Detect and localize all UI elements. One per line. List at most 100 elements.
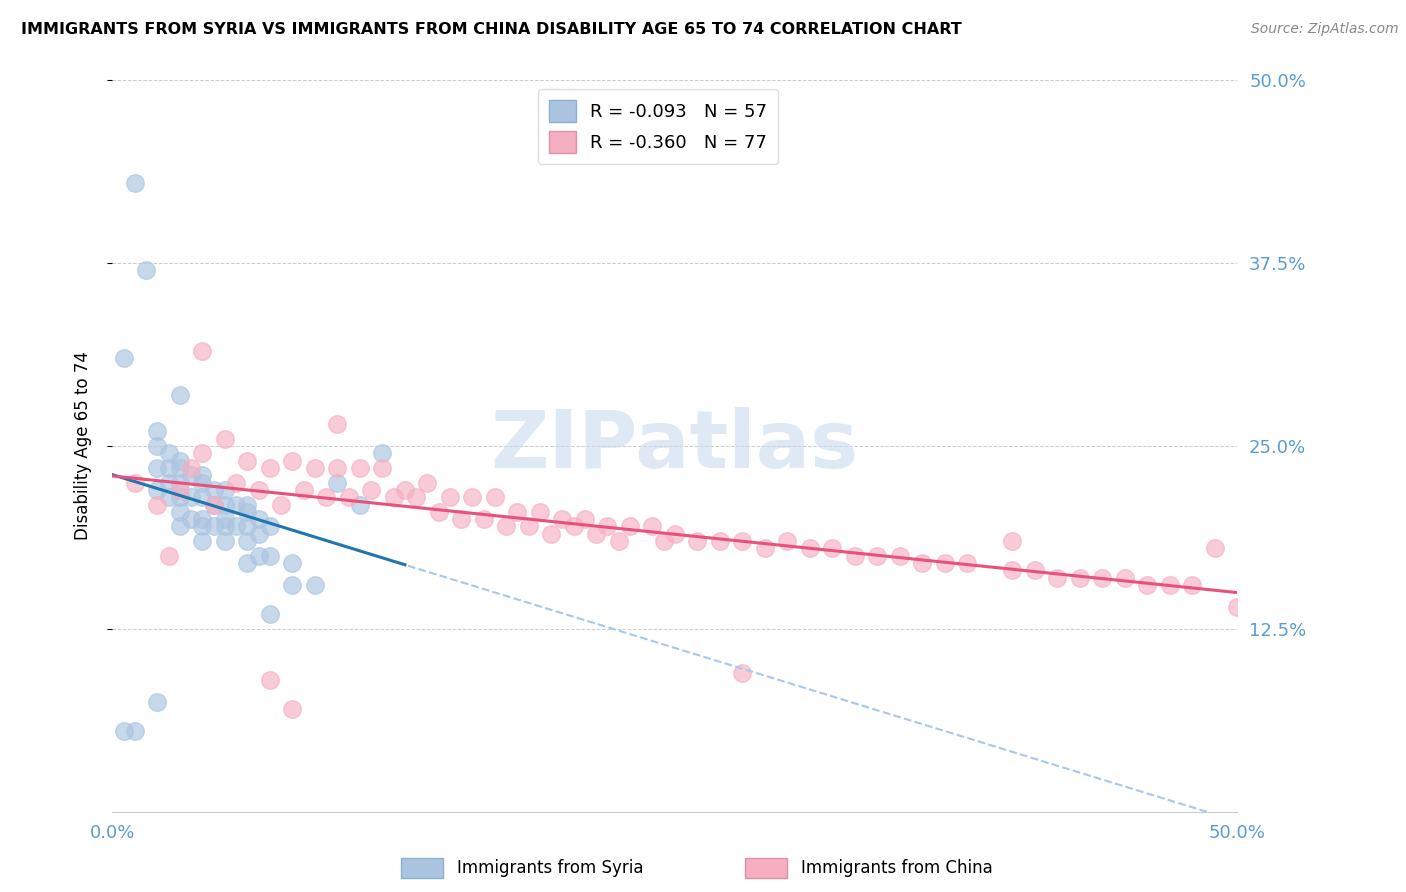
Point bbox=[371, 446, 394, 460]
Point bbox=[349, 498, 371, 512]
Point bbox=[664, 526, 686, 541]
Point bbox=[360, 483, 382, 497]
Point bbox=[281, 702, 304, 716]
Point bbox=[1114, 571, 1136, 585]
Point bbox=[484, 490, 506, 504]
Point bbox=[202, 483, 225, 497]
Point bbox=[157, 549, 180, 563]
Point bbox=[191, 490, 214, 504]
Text: Immigrants from Syria: Immigrants from Syria bbox=[457, 859, 644, 877]
Point bbox=[180, 468, 202, 483]
Point bbox=[371, 461, 394, 475]
Point bbox=[214, 519, 236, 533]
Point bbox=[169, 475, 191, 490]
Point bbox=[1181, 578, 1204, 592]
Point bbox=[596, 519, 619, 533]
Point bbox=[236, 519, 259, 533]
Point bbox=[202, 519, 225, 533]
Text: Immigrants from China: Immigrants from China bbox=[801, 859, 993, 877]
Point bbox=[821, 541, 844, 556]
Point bbox=[169, 461, 191, 475]
Point bbox=[619, 519, 641, 533]
Point bbox=[214, 498, 236, 512]
Point bbox=[146, 425, 169, 439]
Point bbox=[540, 526, 562, 541]
Point bbox=[169, 505, 191, 519]
Point bbox=[157, 461, 180, 475]
Point bbox=[225, 475, 247, 490]
Point bbox=[191, 519, 214, 533]
Point bbox=[191, 468, 214, 483]
Point bbox=[281, 556, 304, 570]
Point bbox=[247, 526, 270, 541]
Point bbox=[607, 534, 630, 549]
Point bbox=[146, 439, 169, 453]
Point bbox=[517, 519, 540, 533]
Point bbox=[247, 483, 270, 497]
Point bbox=[754, 541, 776, 556]
Point bbox=[686, 534, 709, 549]
Point bbox=[641, 519, 664, 533]
Point bbox=[202, 498, 225, 512]
Point bbox=[202, 498, 225, 512]
Point bbox=[799, 541, 821, 556]
Point bbox=[124, 475, 146, 490]
Point bbox=[1001, 534, 1024, 549]
Point bbox=[247, 512, 270, 526]
Point bbox=[146, 483, 169, 497]
FancyBboxPatch shape bbox=[401, 858, 443, 878]
Point bbox=[124, 176, 146, 190]
Point bbox=[236, 453, 259, 467]
Point bbox=[124, 724, 146, 739]
Point bbox=[1046, 571, 1069, 585]
Point bbox=[112, 724, 135, 739]
FancyBboxPatch shape bbox=[745, 858, 787, 878]
Point bbox=[191, 475, 214, 490]
Point bbox=[461, 490, 484, 504]
Point bbox=[225, 498, 247, 512]
Point bbox=[214, 432, 236, 446]
Point bbox=[157, 490, 180, 504]
Point bbox=[394, 483, 416, 497]
Point bbox=[146, 461, 169, 475]
Point bbox=[157, 475, 180, 490]
Point bbox=[934, 556, 956, 570]
Point bbox=[315, 490, 337, 504]
Point bbox=[270, 498, 292, 512]
Point bbox=[1001, 563, 1024, 577]
Point bbox=[112, 351, 135, 366]
Point bbox=[349, 461, 371, 475]
Point bbox=[337, 490, 360, 504]
Point bbox=[1091, 571, 1114, 585]
Point bbox=[236, 534, 259, 549]
Point bbox=[180, 490, 202, 504]
Point bbox=[1226, 599, 1249, 614]
Point bbox=[866, 549, 889, 563]
Point bbox=[169, 453, 191, 467]
Point bbox=[1204, 541, 1226, 556]
Point bbox=[259, 607, 281, 622]
Point bbox=[146, 498, 169, 512]
Point bbox=[304, 461, 326, 475]
Point bbox=[247, 549, 270, 563]
Point bbox=[551, 512, 574, 526]
Point bbox=[191, 534, 214, 549]
Point bbox=[259, 461, 281, 475]
Point bbox=[292, 483, 315, 497]
Point bbox=[416, 475, 439, 490]
Point bbox=[652, 534, 675, 549]
Point bbox=[169, 388, 191, 402]
Point bbox=[472, 512, 495, 526]
Point bbox=[495, 519, 517, 533]
Point bbox=[889, 549, 911, 563]
Point bbox=[281, 453, 304, 467]
Legend: R = -0.093   N = 57, R = -0.360   N = 77: R = -0.093 N = 57, R = -0.360 N = 77 bbox=[538, 89, 779, 164]
Y-axis label: Disability Age 65 to 74: Disability Age 65 to 74 bbox=[73, 351, 91, 541]
Point bbox=[236, 556, 259, 570]
Point bbox=[191, 512, 214, 526]
Point bbox=[169, 519, 191, 533]
Point bbox=[911, 556, 934, 570]
Point bbox=[326, 461, 349, 475]
Point bbox=[1024, 563, 1046, 577]
Point bbox=[135, 263, 157, 277]
